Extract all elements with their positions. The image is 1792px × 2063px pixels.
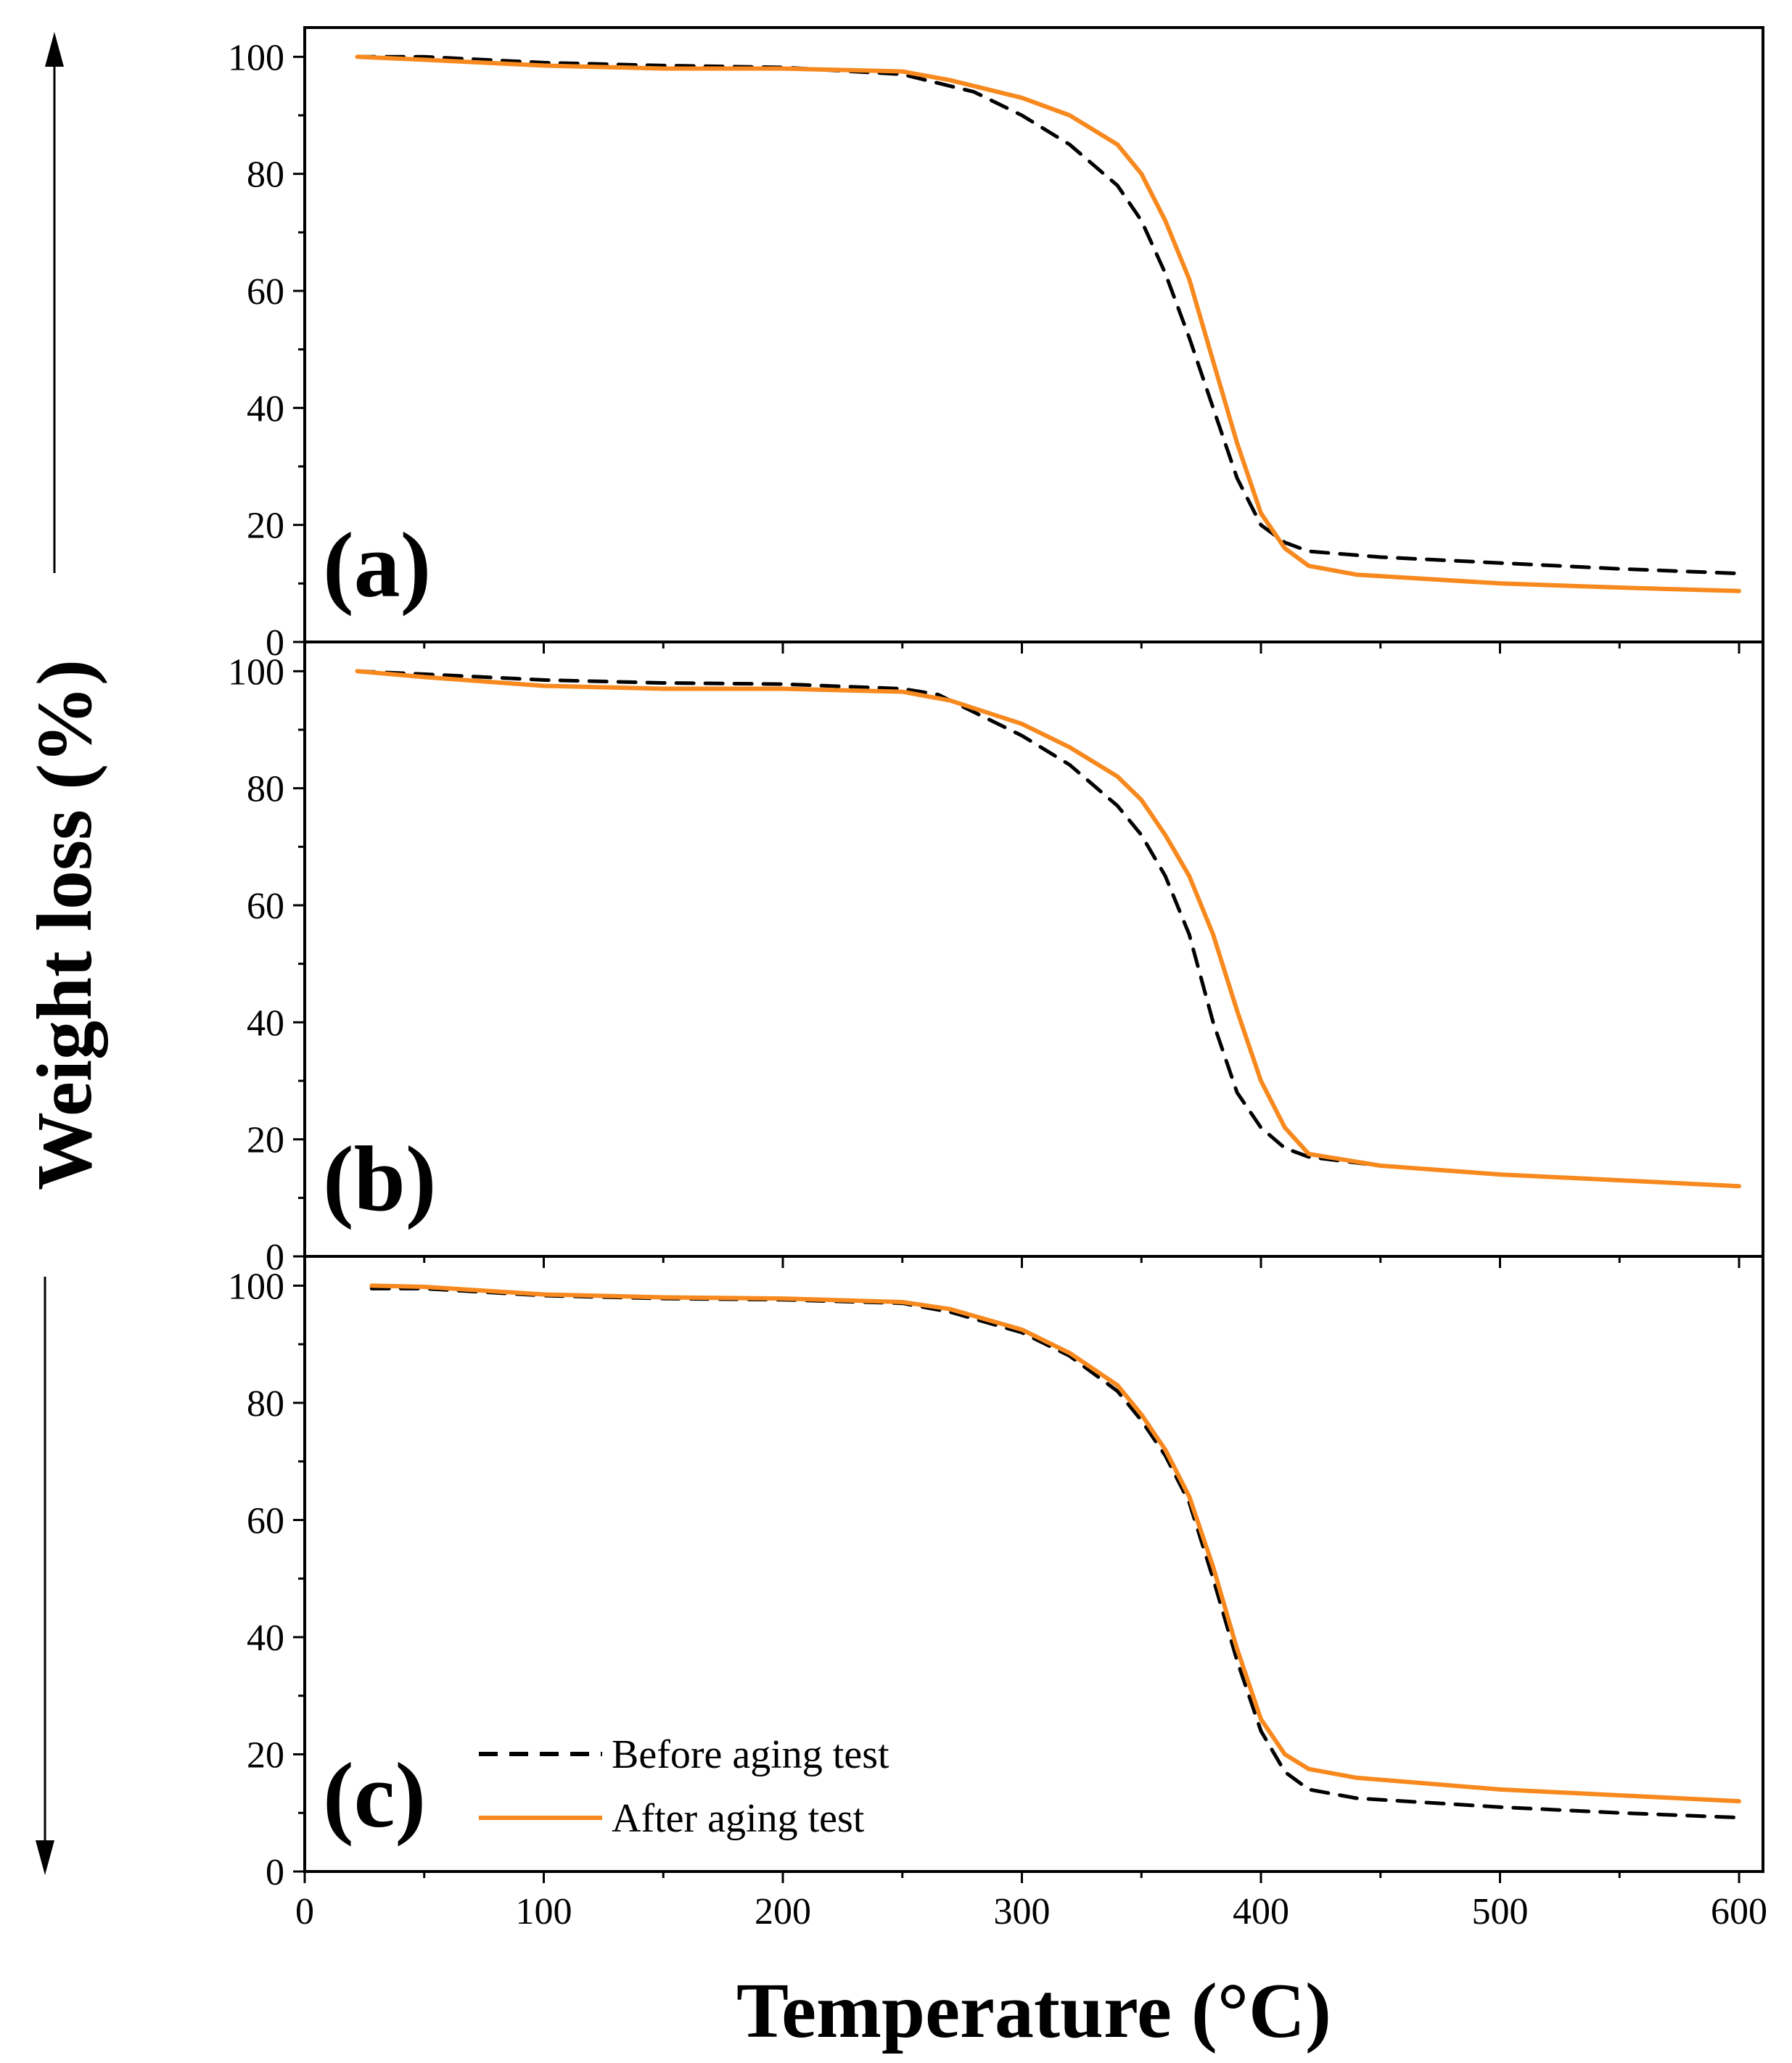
series-before-aging-b [355, 669, 1741, 1188]
x-tick-label-c: 500 [1472, 1891, 1529, 1932]
panel-label-a: (a) [323, 514, 431, 617]
legend-label-after: After aging test [612, 1796, 865, 1841]
plot-frame-c [303, 1255, 1764, 1873]
y-tick-label-a: 0 [266, 622, 284, 664]
panel-label-c: (c) [323, 1744, 426, 1847]
y-tick-label-b: 100 [228, 651, 284, 693]
panel-a: 0 20 40 60 80 100 (a) [228, 26, 1764, 664]
x-tick-label-c: 0 [295, 1891, 314, 1932]
x-tick-label-c: 400 [1233, 1891, 1289, 1932]
panel-c: 0 20 40 60 80 100 0 100 200 300 400 500 600 (c) Befo… [228, 1255, 1767, 1932]
y-tick-label-a: 40 [247, 388, 284, 429]
series-after-aging-a [355, 54, 1741, 593]
y-tick-label-c: 20 [247, 1734, 284, 1776]
y-tick-label-c: 100 [228, 1266, 284, 1307]
series-after-aging-c [369, 1283, 1741, 1804]
x-axis-title: Temperature (°C) [736, 1968, 1331, 2054]
y-tick-label-c: 80 [247, 1383, 284, 1425]
y-tick-label-c: 40 [247, 1618, 284, 1659]
y-tick-label-b: 40 [247, 1002, 284, 1044]
plot-frame-a [303, 26, 1764, 643]
y-axis-title-group: Weight loss (%) [22, 32, 108, 1875]
y-tick-label-a: 80 [247, 155, 284, 196]
plot-frame-b [303, 641, 1764, 1258]
y-arrow-down-head [36, 1840, 54, 1875]
panel-b: 0 20 40 60 80 100 (b) [228, 641, 1764, 1278]
y-tick-label-a: 100 [228, 37, 284, 78]
y-tick-label-c: 60 [247, 1500, 284, 1541]
y-tick-label-c: 0 [266, 1852, 284, 1893]
y-tick-label-b: 0 [266, 1237, 284, 1278]
series-after-aging-b [355, 669, 1741, 1189]
legend: Before aging test After aging test [479, 1732, 889, 1841]
series-before-aging-a [355, 54, 1741, 576]
x-tick-label-c: 100 [516, 1891, 572, 1932]
y-tick-label-b: 80 [247, 769, 284, 810]
legend-label-before: Before aging test [612, 1732, 889, 1777]
x-tick-label-c: 200 [755, 1891, 811, 1932]
panel-label-b: (b) [323, 1127, 436, 1230]
y-axis-title: Weight loss (%) [22, 659, 108, 1190]
y-tick-label-a: 20 [247, 506, 284, 547]
series-before-aging-c [369, 1286, 1741, 1820]
y-tick-label-b: 20 [247, 1120, 284, 1161]
x-tick-label-c: 300 [994, 1891, 1051, 1932]
y-tick-label-a: 60 [247, 271, 284, 313]
x-tick-label-c: 600 [1711, 1891, 1767, 1932]
y-tick-label-b: 60 [247, 886, 284, 927]
y-arrow-up-head [45, 32, 64, 67]
